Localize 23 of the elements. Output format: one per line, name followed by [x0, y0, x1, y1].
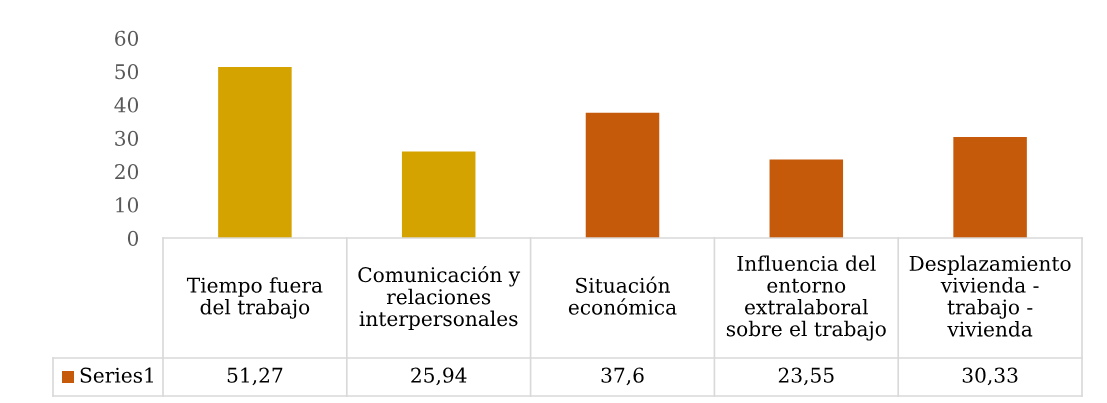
data-label: 25,94	[411, 367, 467, 386]
x-tick-label: Situación económica	[568, 276, 677, 315]
y-tick-label: 20	[115, 164, 139, 180]
x-tick-label: Desplazamiento vivienda - trabajo - vivienda	[909, 255, 1071, 337]
bar	[769, 159, 844, 238]
x-tick-label: Comunicación y relaciones interpersonales	[358, 265, 521, 331]
y-tick-label: 10	[116, 197, 139, 213]
bar	[218, 67, 292, 238]
data-label: 51,27	[227, 367, 283, 386]
bar	[953, 136, 1027, 238]
y-tick-label: 40	[114, 97, 139, 113]
x-tick-label: Influencia del entorno extralaboral sobre el trabajo	[726, 255, 886, 341]
bar	[401, 151, 476, 238]
y-tick-label: 0	[127, 230, 139, 246]
data-label: 37,6	[601, 367, 644, 386]
bar	[585, 112, 660, 238]
legend-label: Series1	[80, 367, 153, 383]
y-tick-label: 50	[115, 64, 139, 80]
x-tick-label: Tiempo fuera del trabajo	[186, 277, 323, 319]
y-tick-label: 60	[115, 30, 139, 46]
data-label: 30,33	[962, 367, 1018, 386]
data-label: 23,55	[778, 367, 834, 386]
y-tick-label: 30	[115, 130, 139, 146]
